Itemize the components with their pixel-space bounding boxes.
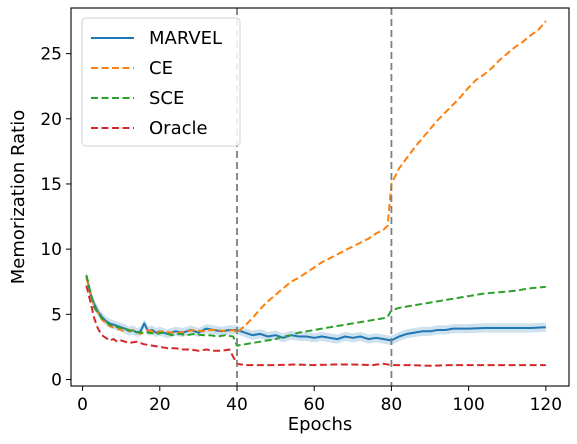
legend-label-marvel: MARVEL [149, 28, 222, 49]
x-tick-label: 80 [381, 395, 403, 415]
legend-label-ce: CE [149, 58, 173, 79]
x-tick-label: 20 [149, 395, 171, 415]
legend-label-sce: SCE [149, 88, 184, 109]
legend: MARVEL CE SCE Oracle [81, 17, 241, 147]
series-layer [85, 20, 547, 367]
legend-box [81, 17, 241, 147]
y-tick-label: 5 [51, 305, 62, 325]
series-line-ce [85, 20, 547, 335]
tick-layer: 0 20 40 60 80 100 120 0 5 10 15 20 25 [40, 45, 562, 415]
y-tick-label: 0 [51, 370, 62, 390]
x-tick-label: 60 [303, 395, 325, 415]
y-tick-label: 25 [40, 45, 62, 65]
series-line-oracle [85, 285, 546, 367]
vline-layer [236, 8, 393, 386]
legend-label-oracle: Oracle [149, 118, 208, 139]
x-tick-label: 120 [530, 395, 562, 415]
series-line-sce [85, 274, 546, 347]
x-tick-label: 40 [226, 395, 248, 415]
plot-frame [70, 7, 570, 387]
y-axis-label: Memorization Ratio [8, 110, 29, 284]
y-tick-label: 20 [40, 110, 62, 130]
x-tick-label: 100 [452, 395, 484, 415]
y-tick-label: 10 [40, 240, 62, 260]
y-tick-label: 15 [40, 175, 62, 195]
x-axis-label: Epochs [288, 414, 353, 435]
x-tick-label: 0 [77, 395, 88, 415]
